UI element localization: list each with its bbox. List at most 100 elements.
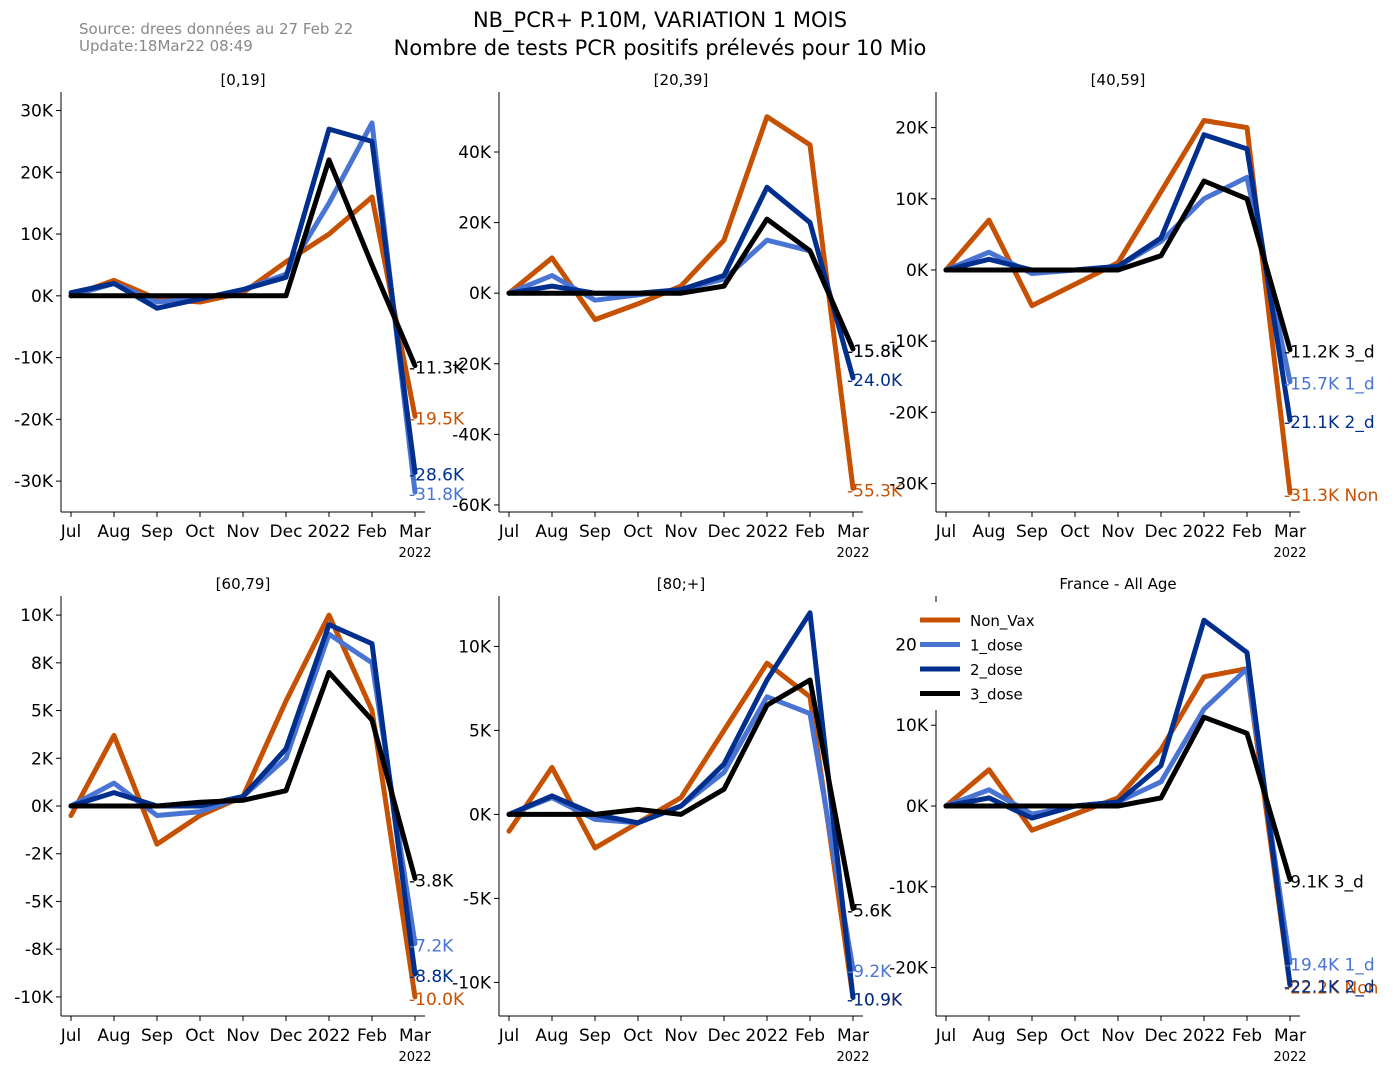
y-tick-label: 0K bbox=[31, 287, 54, 307]
x-tick-label: Jul bbox=[935, 1026, 957, 1046]
x-tick-label: 2022 bbox=[1182, 1026, 1225, 1046]
x-year-label: 2022 bbox=[836, 546, 869, 561]
x-tick-label: Nov bbox=[1101, 522, 1134, 542]
end-label-2_dose: -8.8K bbox=[409, 967, 454, 987]
x-tick-label: Jul bbox=[498, 522, 520, 542]
series-line-3_dose bbox=[506, 677, 856, 911]
y-tick-label: 10K bbox=[895, 716, 929, 736]
y-tick-label: -10K bbox=[452, 973, 492, 993]
x-year-label: 2022 bbox=[836, 1050, 869, 1065]
end-label-1_dose: -9.2K bbox=[847, 962, 892, 982]
end-label-2_dose: -24.0K bbox=[847, 371, 903, 391]
y-tick-label: 0K bbox=[906, 797, 929, 817]
y-tick-label: -2K bbox=[25, 845, 54, 865]
y-tick-label: 8K bbox=[31, 654, 54, 674]
x-tick-label: 2022 bbox=[307, 1026, 350, 1046]
panel-title: France - All Age bbox=[1059, 575, 1176, 593]
x-tick-label: Aug bbox=[535, 522, 568, 542]
series-line-3_dose bbox=[68, 157, 418, 369]
x-year-label: 2022 bbox=[1273, 1050, 1306, 1065]
y-tick-label: -5K bbox=[25, 892, 54, 912]
x-tick-label: Oct bbox=[1060, 522, 1090, 542]
legend-label-1_dose: 1_dose bbox=[970, 637, 1023, 656]
x-tick-label: Aug bbox=[535, 1026, 568, 1046]
x-tick-label: 2022 bbox=[307, 522, 350, 542]
end-label-3_dose: -9.1K 3_d bbox=[1284, 873, 1364, 893]
end-label-2_dose: -10.9K bbox=[847, 991, 903, 1011]
y-tick-label: 2K bbox=[31, 749, 54, 769]
panel-title: [0,19] bbox=[220, 71, 265, 89]
chart-subtitle: Nombre de tests PCR positifs prélevés po… bbox=[393, 36, 927, 60]
end-label-Non_Vax: -10.0K bbox=[409, 990, 465, 1010]
series-line-1_dose bbox=[943, 174, 1293, 385]
header-source: Source: drees données au 27 Feb 22 bbox=[79, 20, 354, 38]
x-tick-label: Mar bbox=[399, 1026, 431, 1046]
x-tick-label: Mar bbox=[837, 522, 869, 542]
y-tick-label: 0K bbox=[906, 261, 929, 281]
series-line-2_dose bbox=[506, 610, 856, 1000]
x-tick-label: Sep bbox=[1016, 522, 1048, 542]
y-tick-label: 40K bbox=[458, 143, 492, 163]
end-label-3_dose: -15.8K bbox=[847, 342, 903, 362]
y-tick-label: -60K bbox=[452, 496, 492, 516]
x-year-label: 2022 bbox=[398, 1050, 431, 1065]
y-tick-label: 20K bbox=[458, 214, 492, 234]
end-label-Non_Vax: -31.3K Non bbox=[1284, 486, 1378, 506]
x-tick-label: Dec bbox=[270, 522, 303, 542]
series-line-3_dose bbox=[68, 669, 418, 881]
x-year-label: 2022 bbox=[1273, 546, 1306, 561]
end-label-1_dose: -15.8K bbox=[847, 342, 903, 362]
header-update: Update:18Mar22 08:49 bbox=[79, 37, 253, 55]
x-tick-label: Dec bbox=[708, 1026, 741, 1046]
end-label-1_dose: -19.4K 1_d bbox=[1284, 956, 1375, 976]
series-line-3_dose bbox=[943, 178, 1293, 353]
end-label-2_dose: -22.1K 2_d bbox=[1284, 978, 1375, 998]
x-tick-label: Jul bbox=[498, 1026, 520, 1046]
x-tick-label: Nov bbox=[1101, 1026, 1134, 1046]
x-tick-label: Sep bbox=[141, 522, 173, 542]
end-label-Non_Vax: -19.5K bbox=[409, 409, 465, 429]
end-label-1_dose: -15.7K 1_d bbox=[1284, 375, 1375, 395]
end-label-Non_Vax: -55.3K bbox=[847, 481, 903, 501]
x-tick-label: Oct bbox=[623, 1026, 653, 1046]
panel-title: [60,79] bbox=[216, 575, 271, 593]
x-tick-label: 2022 bbox=[745, 522, 788, 542]
x-tick-label: 2022 bbox=[745, 1026, 788, 1046]
y-tick-label: -20K bbox=[452, 355, 492, 375]
x-tick-label: Feb bbox=[795, 522, 825, 542]
end-label-3_dose: -11.2K 3_d bbox=[1284, 343, 1375, 363]
x-tick-label: Nov bbox=[664, 522, 697, 542]
y-tick-label: 5K bbox=[469, 721, 492, 741]
x-tick-label: Dec bbox=[1145, 1026, 1178, 1046]
x-tick-label: Aug bbox=[97, 522, 130, 542]
x-tick-label: Dec bbox=[1145, 522, 1178, 542]
series-line-2_dose bbox=[68, 622, 418, 977]
y-tick-label: -10K bbox=[889, 332, 929, 352]
y-tick-label: -10K bbox=[889, 878, 929, 898]
y-tick-label: 0K bbox=[469, 805, 492, 825]
end-label-Non_Vax: -22.2K Non bbox=[1284, 978, 1378, 998]
x-tick-label: Aug bbox=[97, 1026, 130, 1046]
x-tick-label: Nov bbox=[226, 522, 259, 542]
y-tick-label: -20K bbox=[889, 959, 929, 979]
y-tick-label: -5K bbox=[463, 889, 492, 909]
y-tick-label: -8K bbox=[25, 940, 54, 960]
series-line-3_dose bbox=[943, 714, 1293, 882]
x-tick-label: Oct bbox=[185, 522, 215, 542]
end-label-3_dose: -3.8K bbox=[409, 872, 454, 892]
series-line-Non_Vax bbox=[943, 118, 1293, 496]
y-tick-label: 0K bbox=[31, 797, 54, 817]
series-line-3_dose bbox=[506, 216, 856, 352]
y-tick-label: 30K bbox=[20, 102, 54, 122]
y-tick-label: 10K bbox=[20, 606, 54, 626]
x-tick-label: Sep bbox=[141, 1026, 173, 1046]
x-tick-label: Oct bbox=[185, 1026, 215, 1046]
y-tick-label: -30K bbox=[14, 472, 54, 492]
x-tick-label: Dec bbox=[708, 522, 741, 542]
x-tick-label: Mar bbox=[399, 522, 431, 542]
panel-title: [40,59] bbox=[1091, 71, 1146, 89]
y-tick-label: -20K bbox=[14, 410, 54, 430]
x-tick-label: Mar bbox=[1274, 522, 1306, 542]
series-line-1_dose bbox=[506, 694, 856, 972]
